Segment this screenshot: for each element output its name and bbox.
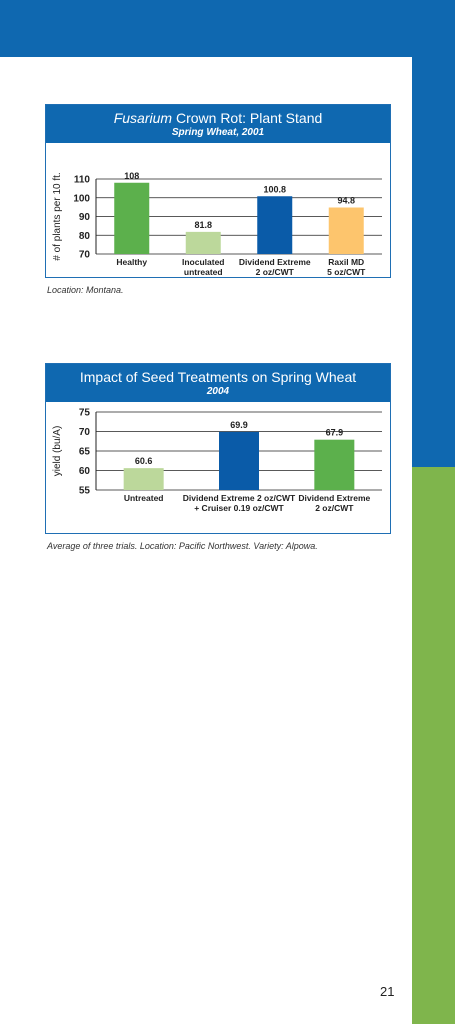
plant-stand-plot: 70 80 90 100 110 # of plants per 10 ft. 108 Hea… [52,171,382,277]
data-label: 108 [124,171,139,181]
x-tick-label: Raxil MD [328,257,364,267]
data-label: 94.8 [337,196,355,206]
chart-title-rest: Crown Rot: Plant Stand [172,110,323,126]
seed-treatment-chart: Impact of Seed Treatments on Spring Whea… [45,363,391,534]
y-tick-label: 110 [74,175,91,186]
chart-caption: Average of three trials. Location: Pacif… [47,541,318,551]
bar [257,196,293,254]
x-tick-label: 2 oz/CWT [256,267,295,277]
x-tick-label: Healthy [116,257,147,267]
bar [328,207,364,254]
side-band-blue [412,57,455,467]
chart-caption: Location: Montana. [47,285,124,295]
y-tick-label: 60 [79,466,91,477]
chart-header: Fusarium Crown Rot: Plant Stand Spring W… [46,105,390,143]
data-label: 69.9 [230,420,248,430]
y-tick-label: 55 [79,486,91,497]
x-tick-label: + Cruiser 0.19 oz/CWT [194,503,284,513]
y-axis-label: yield (bu/A) [52,426,63,477]
bar [114,182,150,254]
x-tick-label: 5 oz/CWT [327,267,366,277]
data-label: 100.8 [263,184,286,194]
x-tick-label: untreated [184,267,223,277]
data-label: 67.9 [326,428,344,438]
chart-title: Fusarium Crown Rot: Plant Stand [46,105,390,127]
x-tick-label: Dividend Extreme [239,257,311,267]
header-band [0,0,455,57]
bar [219,431,259,490]
y-tick-label: 70 [79,427,91,438]
seed-treatment-plot: 55 60 65 70 75 yield (bu/A) 60.6 Untreated 69.9 D… [52,408,382,513]
x-tick-label: Inoculated [182,257,225,267]
y-axis-label: # of plants per 10 ft. [52,172,63,260]
side-band-green [412,467,455,1024]
chart-header: Impact of Seed Treatments on Spring Whea… [46,364,390,402]
y-tick-label: 70 [79,250,91,261]
bar [314,439,355,490]
bar [123,468,164,490]
x-tick-label: Dividend Extreme 2 oz/CWT [183,493,296,503]
y-tick-label: 65 [79,447,91,458]
data-label: 60.6 [135,456,153,466]
plant-stand-chart: Fusarium Crown Rot: Plant Stand Spring W… [45,104,391,278]
chart-subtitle: 2004 [206,386,230,397]
page-number: 21 [380,984,395,999]
x-tick-label: Dividend Extreme [298,493,370,503]
x-tick-label: 2 oz/CWT [315,503,354,513]
y-tick-label: 90 [79,212,91,223]
y-tick-label: 75 [79,408,91,419]
chart-title-italic: Fusarium [113,110,173,126]
y-tick-label: 100 [73,193,90,204]
chart-title: Impact of Seed Treatments on Spring Whea… [79,369,357,385]
x-tick-label: Untreated [124,493,164,503]
chart-subtitle: Spring Wheat, 2001 [171,127,265,138]
bar [185,231,221,254]
y-tick-label: 80 [79,231,91,242]
data-label: 81.8 [194,220,212,230]
